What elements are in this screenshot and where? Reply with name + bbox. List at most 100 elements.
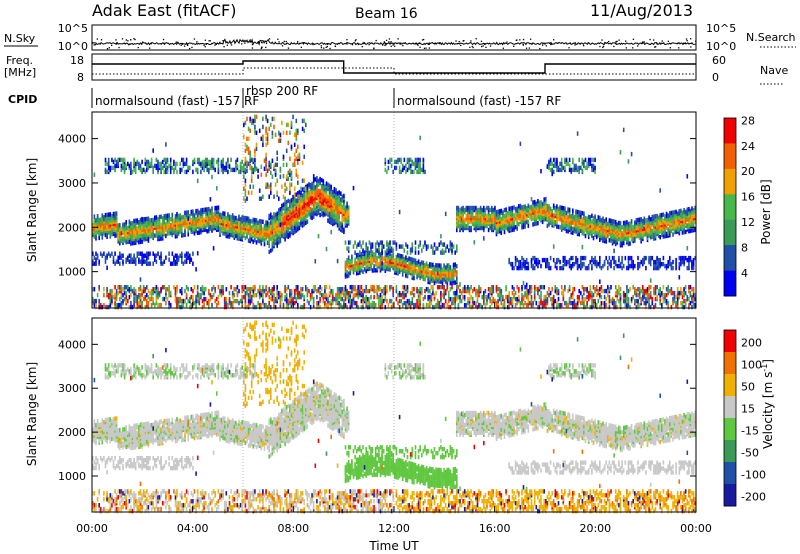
power-cell (495, 300, 498, 306)
power-cell (354, 240, 356, 245)
power-cell (181, 167, 183, 173)
power-cell (185, 285, 188, 290)
power-cell (231, 219, 234, 224)
power-cell (285, 174, 288, 179)
power-cell (282, 130, 285, 135)
power-cell (141, 261, 143, 266)
power-cell (373, 294, 375, 300)
power-cell (109, 165, 112, 171)
power-cell (289, 292, 291, 298)
nsearch-dot (150, 43, 152, 45)
power-cell (444, 246, 447, 251)
nsearch-dot (423, 38, 425, 41)
power-cell (238, 169, 240, 175)
power-cell (289, 156, 291, 161)
nsearch-dot (274, 41, 276, 44)
power-cell (278, 208, 280, 213)
power-cell (211, 206, 213, 211)
power-cell (192, 251, 194, 256)
power-cell (260, 233, 263, 238)
power-cell (174, 161, 177, 167)
nsearch-dot (400, 42, 402, 44)
power-cell (177, 296, 180, 302)
power-cell (516, 296, 518, 302)
power-cell (470, 294, 472, 300)
power-cell (128, 231, 131, 236)
power-cell (149, 161, 151, 167)
power-cell (332, 213, 334, 219)
power-cell (506, 294, 509, 300)
power-cell (530, 294, 533, 300)
power-cell (285, 186, 288, 191)
power-cell (521, 292, 523, 298)
power-cell (171, 212, 174, 218)
power-cell (111, 294, 113, 300)
power-cell (314, 203, 317, 208)
power-cell (340, 302, 342, 308)
power-cell (131, 225, 134, 230)
nsearch-dot (608, 40, 610, 43)
power-cell (374, 242, 377, 247)
power-cell (425, 302, 428, 308)
power-cell (122, 253, 124, 258)
power-cell (355, 244, 358, 249)
nsearch-dot (326, 45, 328, 48)
power-cell (131, 304, 134, 310)
power-cell (378, 294, 380, 300)
power-cell (514, 302, 517, 308)
nsearch-dot (632, 47, 634, 49)
power-cell (413, 302, 415, 308)
power-cell (384, 290, 387, 296)
power-cell (519, 209, 522, 214)
power-cell (545, 196, 547, 202)
power-cell (403, 300, 406, 306)
power-cell (527, 261, 530, 267)
power-cell (424, 169, 426, 175)
power-cell (491, 223, 493, 229)
power-cell (169, 161, 172, 167)
power-cell (502, 220, 504, 225)
power-cell (429, 270, 431, 275)
power-cell (157, 251, 159, 256)
power-cell (317, 234, 320, 239)
power-cell (182, 232, 185, 238)
power-cell (405, 300, 407, 306)
power-cell (422, 167, 425, 173)
power-cell (365, 269, 367, 274)
power-cell (344, 296, 347, 302)
power-cell (346, 215, 348, 220)
power-cell (387, 250, 390, 255)
power-cell (533, 285, 536, 290)
power-cell (204, 207, 207, 212)
freq-line (92, 60, 696, 74)
nsearch-dot (346, 39, 348, 41)
power-cell (287, 206, 290, 212)
power-cell (130, 221, 132, 226)
power-cell (389, 259, 391, 264)
nsearch-dot (388, 38, 391, 40)
power-cell (338, 190, 340, 195)
power-cell (128, 227, 131, 232)
power-cell (147, 251, 150, 256)
power-cell (443, 277, 445, 282)
power-cell (130, 253, 132, 258)
power-cell (454, 280, 456, 285)
power-cell (433, 250, 436, 255)
power-cell (265, 142, 267, 147)
power-cell (530, 263, 533, 269)
power-cell (115, 211, 118, 216)
power-cell (246, 116, 248, 122)
power-cell (190, 217, 193, 223)
power-cell (157, 217, 159, 222)
nsearch-dot (528, 47, 530, 49)
power-cell (249, 218, 251, 224)
power-cell (263, 166, 266, 171)
power-cell (260, 288, 263, 294)
power-cell (355, 253, 358, 258)
power-cell (381, 244, 383, 249)
power-cell (193, 231, 196, 236)
power-cell (163, 220, 166, 225)
power-cell (142, 217, 145, 222)
nsearch-dot (325, 46, 327, 48)
power-cell (338, 294, 340, 300)
